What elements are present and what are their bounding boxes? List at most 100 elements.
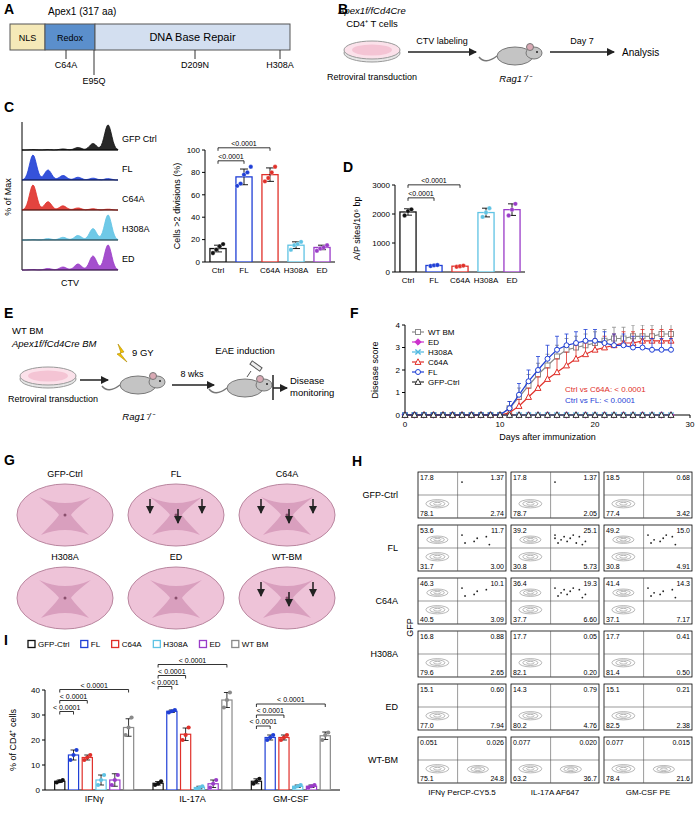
contour (434, 555, 442, 558)
marker (415, 349, 420, 354)
event-dot (563, 536, 565, 538)
flow-plot: 15.10.2182.52.38 (604, 684, 692, 730)
contour (523, 766, 538, 771)
data-point (211, 251, 215, 255)
marker (450, 413, 455, 418)
mouse-ear (257, 376, 264, 383)
marker (441, 413, 446, 418)
y-tick (42, 765, 45, 766)
y-tick (202, 217, 205, 218)
significance-bracket (158, 665, 227, 668)
flow-plot: 17.81.3778.72.05 (511, 472, 599, 518)
marker (545, 376, 551, 382)
marker (555, 354, 560, 359)
y-axis-title: GFP (405, 618, 415, 637)
contour (430, 590, 444, 595)
quadrant-value: 0.077 (606, 739, 624, 746)
quadrant-value: 2.38 (676, 722, 690, 729)
marker (545, 412, 550, 417)
marker (479, 413, 484, 418)
central-canal (64, 597, 67, 600)
y-tick-label: 60 (191, 191, 200, 200)
contour (616, 537, 630, 542)
quadrant-value: 78.7 (513, 510, 527, 517)
error-bar (266, 168, 274, 181)
y-tick (392, 185, 395, 186)
legend: GFP-CtrlFLC64AH308AEDWT BM (28, 640, 269, 649)
x-tick-label: ED (316, 266, 327, 275)
spinal-cord (128, 567, 224, 629)
quadrant-value: 41.4 (606, 580, 620, 587)
syringe-needle (247, 371, 251, 377)
y-tick-label: 0 (36, 786, 41, 795)
data-point (173, 708, 177, 712)
mouse-eye (159, 380, 161, 382)
legend-label: WT BM (428, 328, 455, 337)
marker (564, 412, 569, 417)
quadrant-value: 4.76 (583, 722, 597, 729)
marker (650, 347, 655, 352)
data-point (326, 730, 330, 734)
contour (519, 606, 542, 614)
y-axis-title: % of Max (3, 178, 13, 216)
p-value: < 0.0001 (250, 718, 278, 725)
label: Rag1⁻/⁻ (499, 73, 532, 84)
marker (440, 412, 445, 417)
quadrant-value: 0.051 (420, 739, 438, 746)
data-point (88, 753, 92, 757)
mutation-label: D209N (181, 60, 209, 70)
marker (563, 412, 569, 418)
quadrant-value: 14.3 (676, 580, 690, 587)
section-label: ED (170, 552, 183, 562)
bar (181, 734, 191, 790)
marker (468, 412, 474, 418)
quadrant-value: 0.50 (676, 669, 690, 676)
baseline (22, 270, 118, 271)
arrow (408, 51, 476, 53)
marker (459, 412, 465, 418)
quadrant-value: 17.7 (606, 633, 620, 640)
marker (574, 341, 579, 346)
contour (430, 660, 445, 665)
label: CD4⁺ T cells (346, 18, 398, 29)
contour (471, 767, 485, 772)
mutation-tick (94, 50, 95, 75)
plot-frame (511, 525, 599, 571)
contour (519, 659, 542, 667)
data-point (285, 733, 289, 737)
contour (430, 554, 445, 559)
label: Retroviral transduction (8, 394, 98, 404)
label: Apex1f/fCd4Cre BM (11, 338, 97, 349)
arrow (550, 51, 614, 53)
lesion-arrows (261, 499, 313, 523)
marker (402, 412, 407, 417)
central-canal (175, 597, 178, 600)
y-axis (205, 150, 206, 262)
gray-matter (39, 580, 91, 618)
marker (611, 342, 617, 348)
quadrant-value: 82.1 (513, 669, 527, 676)
y-tick (392, 214, 395, 215)
p-value: < 0.0001 (151, 679, 179, 686)
mouse-ear (527, 44, 534, 51)
significance-bracket (60, 712, 74, 715)
spinal-cord (17, 484, 113, 546)
flow-plot: 18.50.6877.43.42 (604, 472, 692, 518)
marker (526, 412, 532, 418)
flow-plot: 39.225.130.85.73 (511, 525, 599, 571)
data-point (245, 170, 249, 174)
marker (516, 412, 522, 418)
contour (519, 765, 542, 773)
quadrant-value: 63.2 (513, 775, 527, 782)
quadrant-value: 80.2 (513, 722, 527, 729)
data-point (238, 181, 242, 185)
contour (520, 589, 541, 596)
bar (262, 175, 278, 262)
marker (583, 412, 588, 417)
contour (612, 606, 635, 614)
contour (616, 554, 631, 559)
legend-label: GFP-Ctrl (428, 378, 460, 387)
marker (545, 412, 551, 418)
marker (640, 345, 645, 350)
marker (441, 413, 446, 418)
